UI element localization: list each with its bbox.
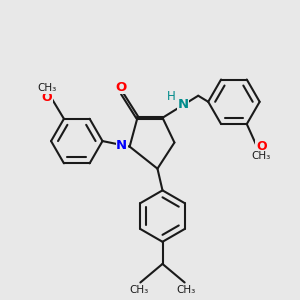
Text: H: H <box>167 90 176 103</box>
Text: CH₃: CH₃ <box>129 285 148 296</box>
Text: O: O <box>256 140 267 153</box>
Text: CH₃: CH₃ <box>177 285 196 296</box>
Text: N: N <box>178 98 189 112</box>
Text: O: O <box>116 81 127 94</box>
Text: N: N <box>116 139 127 152</box>
Text: CH₃: CH₃ <box>38 83 57 93</box>
Text: CH₃: CH₃ <box>252 151 271 161</box>
Text: O: O <box>42 91 52 103</box>
